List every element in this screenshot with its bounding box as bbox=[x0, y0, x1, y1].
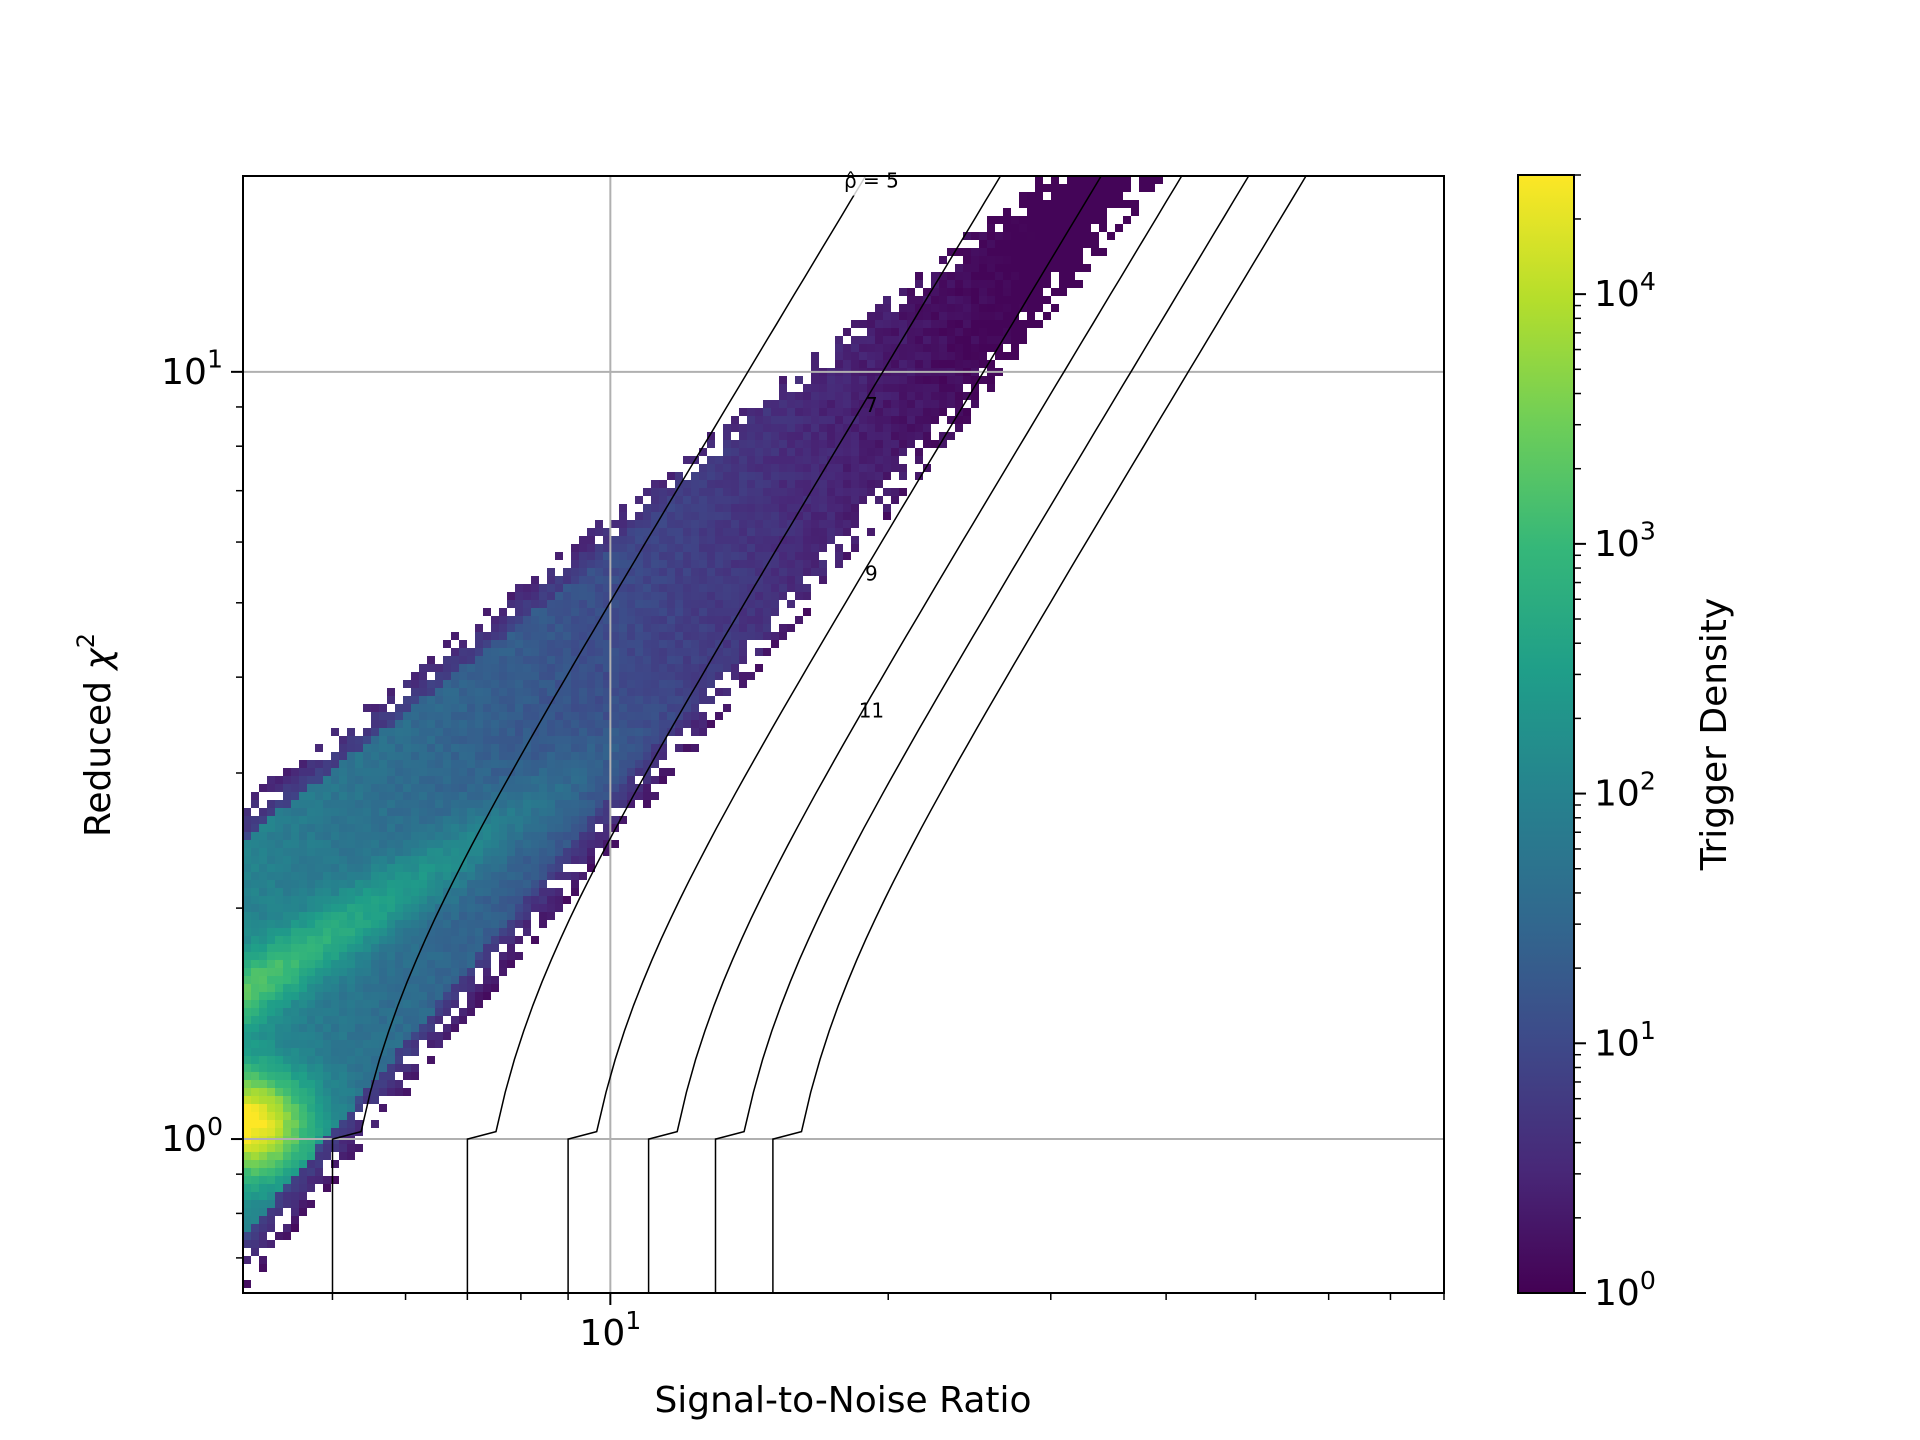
contour-label: 7 bbox=[865, 393, 878, 417]
contour-label: 11 bbox=[859, 698, 884, 722]
contour-line-13 bbox=[714, 176, 1250, 1293]
y-axis-label-symbol: χ bbox=[78, 647, 119, 672]
colorbar-gradient bbox=[1517, 174, 1575, 1294]
contour-line-11 bbox=[647, 176, 1183, 1293]
tick-label: 102 bbox=[1594, 766, 1656, 814]
tick-label: 101 bbox=[161, 345, 223, 393]
x-axis-label: Signal-to-Noise Ratio bbox=[654, 1380, 1031, 1421]
x-axis-ticks: 101 bbox=[331, 1293, 1445, 1354]
tick-label: 100 bbox=[1594, 1266, 1656, 1314]
colorbar: 100 101 102 103 104 Trigger Density bbox=[1517, 174, 1735, 1314]
tick-label: 104 bbox=[1594, 267, 1656, 315]
contour-lines bbox=[331, 176, 1307, 1293]
density-map bbox=[243, 176, 1163, 1288]
y-axis-ticks: 100 101 bbox=[161, 345, 243, 1259]
tick-label: 100 bbox=[161, 1112, 223, 1160]
tick-label: 101 bbox=[579, 1306, 641, 1354]
contour-line-9 bbox=[567, 176, 1103, 1293]
contour-label: ρ̂ = 5 bbox=[844, 169, 899, 193]
contour-line-15 bbox=[772, 176, 1307, 1293]
contour-label: 9 bbox=[865, 562, 878, 586]
colorbar-label: Trigger Density bbox=[1694, 598, 1735, 871]
tick-label: 103 bbox=[1594, 517, 1656, 565]
contour-line-5 bbox=[331, 176, 867, 1293]
y-axis-label: Reduced χ2 bbox=[72, 633, 119, 837]
y-axis-label-main: Reduced bbox=[78, 670, 119, 837]
contour-line-7 bbox=[466, 176, 1002, 1293]
y-axis-label-sup: 2 bbox=[72, 633, 100, 648]
contour-labels: ρ̂ = 5 7 9 11 bbox=[841, 165, 902, 722]
colorbar-ticks: 100 101 102 103 104 bbox=[1574, 174, 1656, 1314]
grid-lines bbox=[243, 176, 1444, 1293]
tick-label: 101 bbox=[1594, 1016, 1656, 1064]
plot-frame bbox=[242, 175, 1445, 1294]
